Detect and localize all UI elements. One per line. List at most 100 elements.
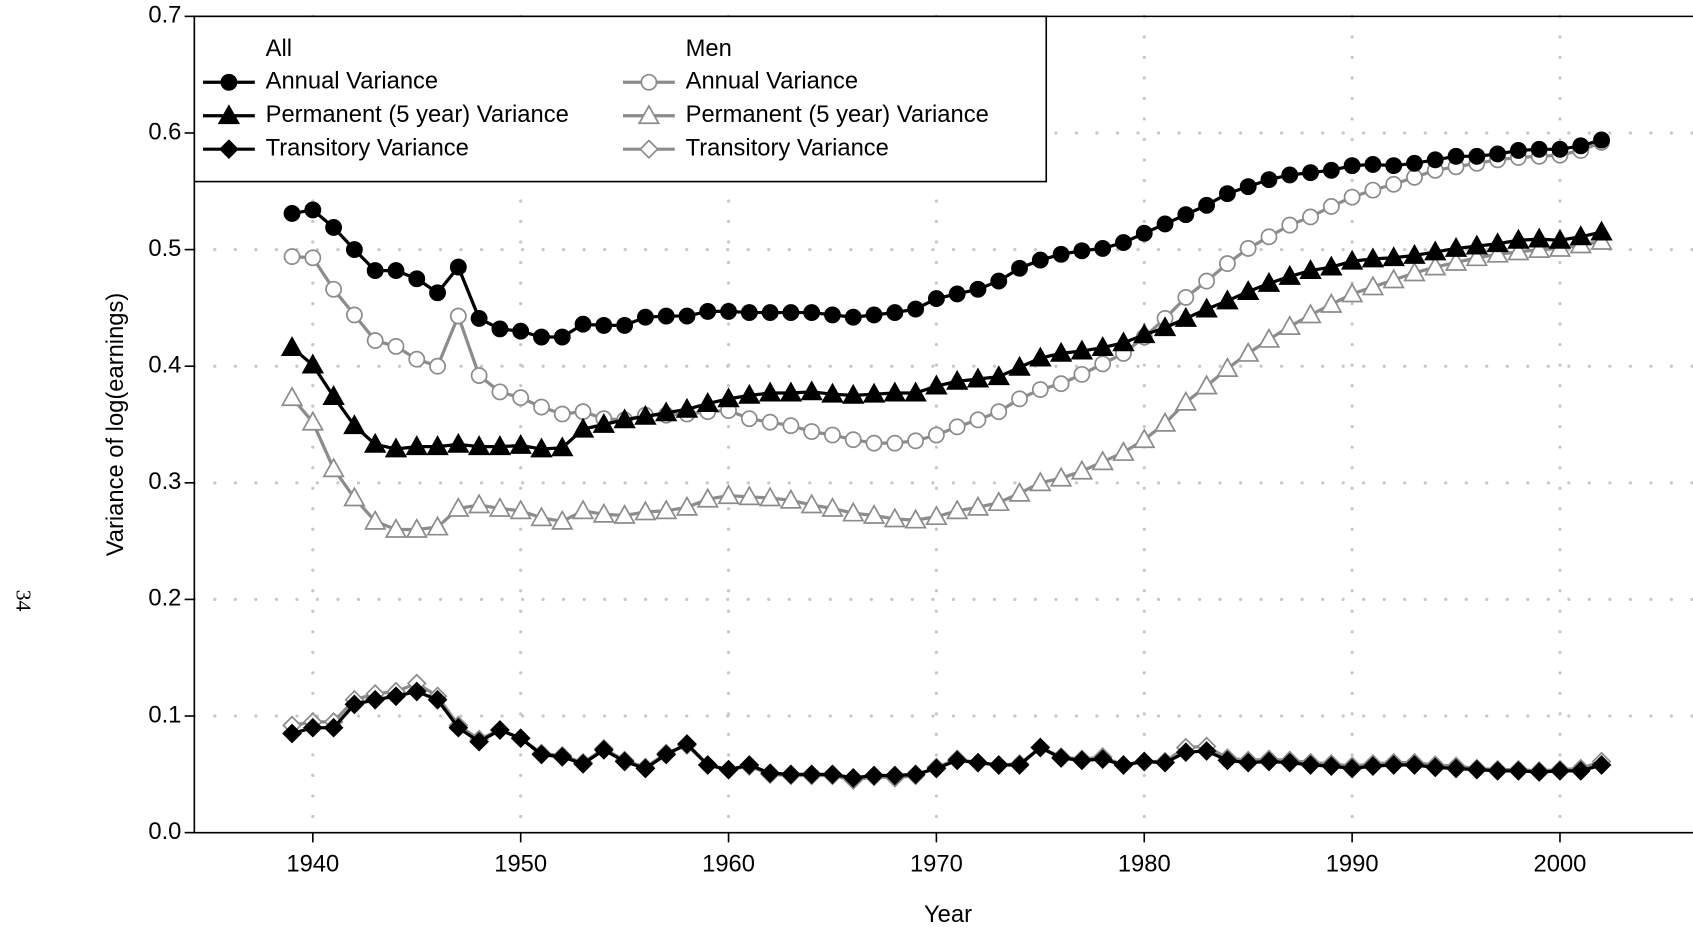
marker [1278, 264, 1301, 285]
marker [1218, 255, 1236, 273]
marker [322, 457, 345, 478]
marker [945, 369, 969, 390]
marker [1011, 390, 1028, 408]
marker [1446, 758, 1466, 779]
marker [470, 367, 488, 384]
x-tick-label: 1990 [1326, 850, 1379, 877]
marker [1073, 365, 1091, 383]
marker [1363, 756, 1383, 777]
marker [740, 410, 758, 428]
marker [1364, 181, 1382, 199]
marker [1236, 341, 1260, 362]
legend-marker [640, 73, 658, 91]
marker [675, 397, 699, 418]
marker [1340, 282, 1364, 303]
marker [365, 689, 386, 710]
marker [467, 493, 491, 514]
marker [678, 307, 696, 325]
marker [1342, 758, 1362, 779]
marker [384, 437, 408, 458]
marker [1320, 292, 1343, 313]
marker [969, 411, 987, 429]
marker [1447, 147, 1465, 165]
marker [1279, 752, 1300, 773]
marker [384, 517, 408, 538]
marker [824, 426, 841, 444]
marker [491, 320, 509, 338]
marker [1239, 240, 1257, 257]
marker [408, 350, 426, 368]
marker [386, 686, 406, 707]
legend-marker [219, 139, 239, 160]
marker [613, 408, 636, 429]
series-line [291, 689, 1602, 780]
marker [325, 219, 343, 236]
marker [718, 759, 739, 780]
marker [803, 304, 821, 321]
marker [595, 316, 613, 334]
marker [738, 383, 761, 404]
marker [1302, 208, 1319, 226]
marker [1133, 428, 1156, 449]
marker [1030, 737, 1051, 758]
marker [573, 753, 593, 774]
marker [1572, 137, 1590, 155]
marker [571, 499, 595, 520]
marker [1175, 742, 1196, 763]
marker [696, 487, 719, 508]
marker [1133, 323, 1156, 344]
marker [426, 435, 449, 456]
marker [1321, 756, 1342, 777]
series [282, 681, 1612, 788]
marker [1465, 234, 1489, 255]
marker [1156, 215, 1174, 233]
marker [758, 486, 782, 507]
marker [1425, 757, 1446, 778]
marker [945, 499, 969, 520]
series-line [290, 239, 1602, 532]
marker [990, 403, 1008, 421]
marker [1590, 220, 1613, 241]
marker [821, 496, 844, 517]
marker [280, 386, 304, 407]
marker [408, 270, 426, 288]
series [280, 220, 1613, 458]
y-tick-label: 0.6 [148, 118, 181, 145]
marker [1530, 140, 1548, 158]
marker [720, 302, 737, 320]
marker [842, 383, 865, 404]
marker [553, 405, 571, 423]
marker [779, 381, 803, 402]
marker [1551, 140, 1569, 158]
marker [1527, 238, 1551, 259]
marker [363, 509, 387, 530]
marker [1385, 175, 1403, 193]
marker [302, 717, 323, 738]
marker [1468, 147, 1486, 165]
marker [969, 280, 987, 298]
marker [675, 495, 699, 516]
marker [1091, 336, 1114, 356]
marker [886, 434, 904, 452]
marker [1134, 751, 1155, 772]
marker [1364, 156, 1382, 173]
marker [530, 437, 553, 458]
marker [1507, 240, 1530, 261]
marker [1094, 355, 1112, 373]
marker [613, 503, 636, 524]
marker [512, 322, 530, 340]
marker [574, 315, 592, 333]
marker [1507, 228, 1530, 249]
marker [800, 493, 823, 514]
marker [345, 306, 363, 324]
marker [927, 290, 945, 307]
marker [1113, 755, 1134, 775]
marker [1383, 755, 1404, 775]
x-tick-label: 1970 [910, 850, 963, 877]
marker [862, 382, 886, 403]
marker [968, 752, 988, 773]
marker [1217, 750, 1238, 771]
marker [821, 382, 844, 403]
marker [1257, 327, 1281, 348]
marker [1382, 268, 1405, 289]
